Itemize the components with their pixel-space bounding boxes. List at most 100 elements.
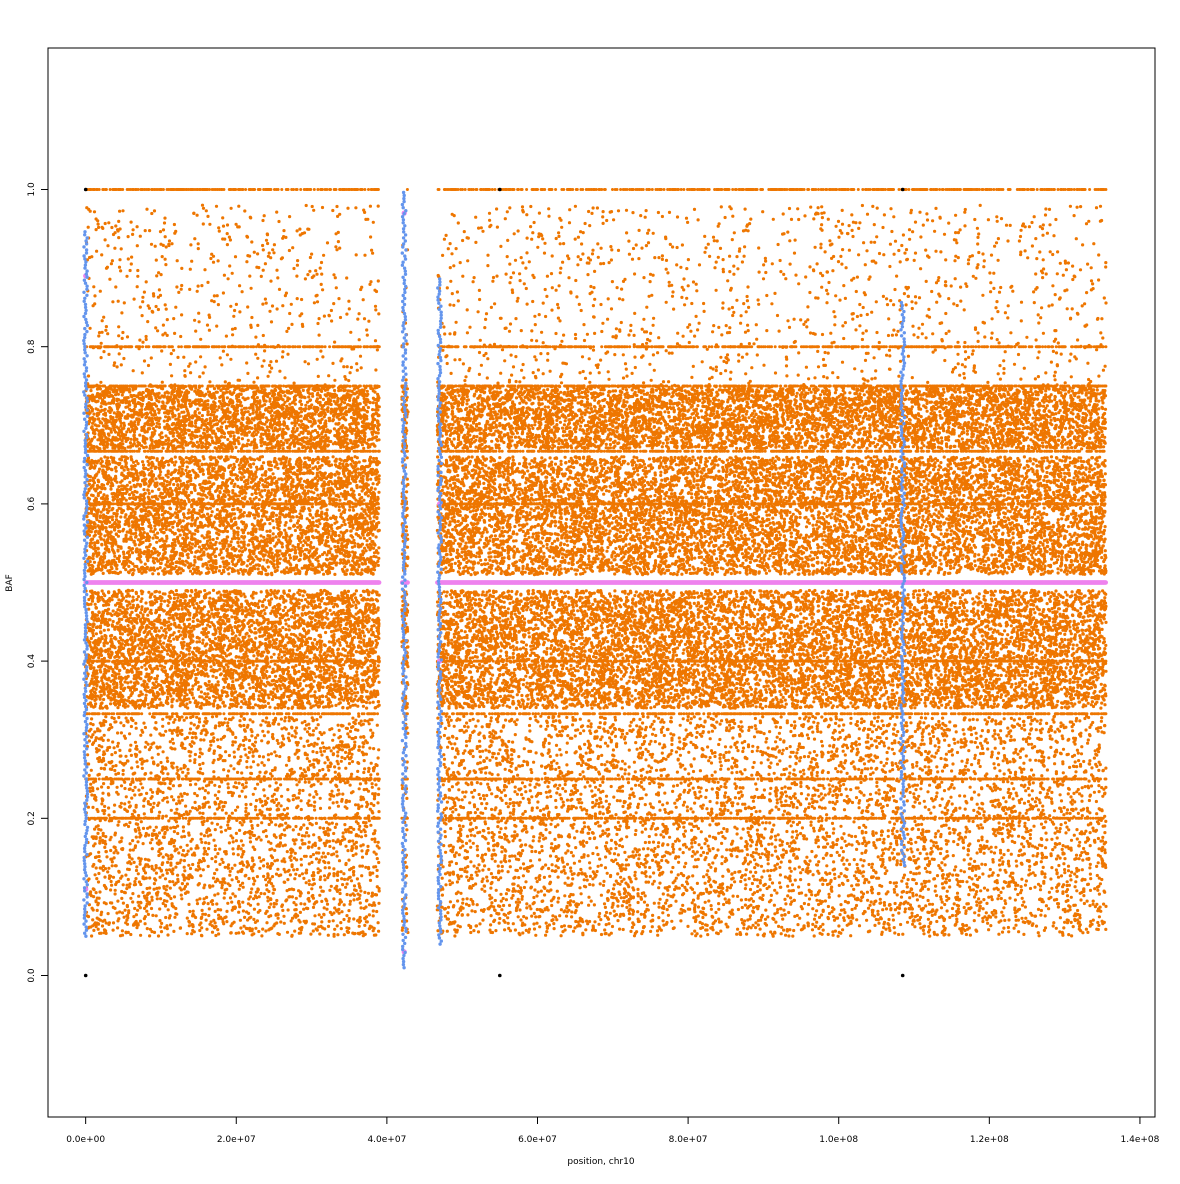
data-point bbox=[522, 678, 525, 681]
data-point bbox=[800, 700, 803, 703]
data-point bbox=[544, 694, 547, 697]
data-point bbox=[1052, 617, 1055, 620]
data-point bbox=[230, 615, 233, 618]
data-point bbox=[520, 694, 523, 697]
data-point bbox=[209, 665, 212, 668]
data-point bbox=[737, 637, 740, 640]
data-point bbox=[951, 674, 954, 677]
data-point bbox=[620, 678, 623, 681]
data-point bbox=[332, 605, 335, 608]
data-point bbox=[882, 656, 885, 659]
data-point bbox=[207, 620, 210, 623]
data-point bbox=[689, 675, 692, 678]
data-point bbox=[339, 684, 342, 687]
data-point bbox=[549, 647, 552, 650]
data-point bbox=[563, 630, 566, 633]
data-point bbox=[752, 623, 755, 626]
data-point bbox=[112, 620, 115, 623]
data-point bbox=[1060, 688, 1063, 691]
data-point bbox=[173, 646, 176, 649]
data-point bbox=[716, 592, 719, 595]
data-point bbox=[981, 634, 984, 637]
data-point bbox=[1064, 591, 1067, 594]
data-point bbox=[835, 589, 838, 592]
data-point bbox=[486, 701, 489, 704]
data-point bbox=[283, 654, 286, 657]
data-point bbox=[998, 616, 1001, 619]
data-point bbox=[590, 641, 593, 644]
data-point bbox=[912, 688, 915, 691]
data-point bbox=[881, 650, 884, 653]
data-point bbox=[158, 698, 161, 701]
data-point bbox=[923, 617, 926, 620]
data-point bbox=[181, 637, 184, 640]
data-point bbox=[143, 680, 146, 683]
data-point bbox=[780, 693, 783, 696]
data-point bbox=[315, 643, 318, 646]
data-point bbox=[792, 590, 795, 593]
data-point bbox=[634, 689, 637, 692]
data-point bbox=[1011, 603, 1014, 606]
data-point bbox=[786, 672, 789, 675]
data-point bbox=[268, 665, 271, 668]
data-point bbox=[699, 694, 702, 697]
data-point bbox=[653, 591, 656, 594]
data-point bbox=[290, 615, 293, 618]
data-point bbox=[736, 633, 739, 636]
data-point bbox=[318, 654, 321, 657]
data-point bbox=[1067, 705, 1070, 708]
data-point bbox=[358, 628, 361, 631]
data-point bbox=[355, 589, 358, 592]
data-point bbox=[931, 599, 934, 602]
data-point bbox=[908, 673, 911, 676]
data-point bbox=[1015, 598, 1018, 601]
data-point bbox=[133, 636, 136, 639]
data-point bbox=[181, 608, 184, 611]
data-point bbox=[357, 616, 360, 619]
data-point bbox=[272, 688, 275, 691]
data-point bbox=[961, 593, 964, 596]
data-point bbox=[1010, 624, 1013, 627]
data-point bbox=[885, 628, 888, 631]
data-point bbox=[649, 706, 652, 709]
data-point bbox=[219, 593, 222, 596]
data-point bbox=[779, 632, 782, 635]
data-point bbox=[704, 639, 707, 642]
data-point bbox=[1017, 593, 1020, 596]
data-point bbox=[252, 621, 255, 624]
data-point bbox=[202, 627, 205, 630]
data-point bbox=[464, 609, 467, 612]
data-point bbox=[288, 698, 291, 701]
data-point bbox=[1040, 656, 1043, 659]
data-point bbox=[989, 678, 992, 681]
data-point bbox=[163, 648, 166, 651]
data-point bbox=[354, 604, 357, 607]
data-point bbox=[588, 668, 591, 671]
data-point bbox=[1078, 701, 1081, 704]
data-point bbox=[214, 637, 217, 640]
data-point bbox=[1041, 645, 1044, 648]
data-point bbox=[261, 600, 264, 603]
data-point bbox=[87, 598, 90, 601]
data-point bbox=[354, 695, 357, 698]
data-point bbox=[536, 679, 539, 682]
data-point bbox=[928, 648, 931, 651]
data-point bbox=[512, 648, 515, 651]
data-point bbox=[845, 694, 848, 697]
data-point bbox=[177, 630, 180, 633]
data-point bbox=[561, 667, 564, 670]
data-point bbox=[666, 656, 669, 659]
data-point bbox=[711, 617, 714, 620]
data-point bbox=[665, 613, 668, 616]
data-point bbox=[252, 686, 255, 689]
data-point bbox=[563, 591, 566, 594]
data-point bbox=[671, 664, 674, 667]
data-point bbox=[158, 591, 161, 594]
data-point bbox=[879, 626, 882, 629]
data-point bbox=[1063, 633, 1066, 636]
data-point bbox=[907, 641, 910, 644]
data-point bbox=[936, 653, 939, 656]
data-point bbox=[534, 624, 537, 627]
data-point bbox=[1101, 628, 1104, 631]
data-point bbox=[845, 613, 848, 616]
